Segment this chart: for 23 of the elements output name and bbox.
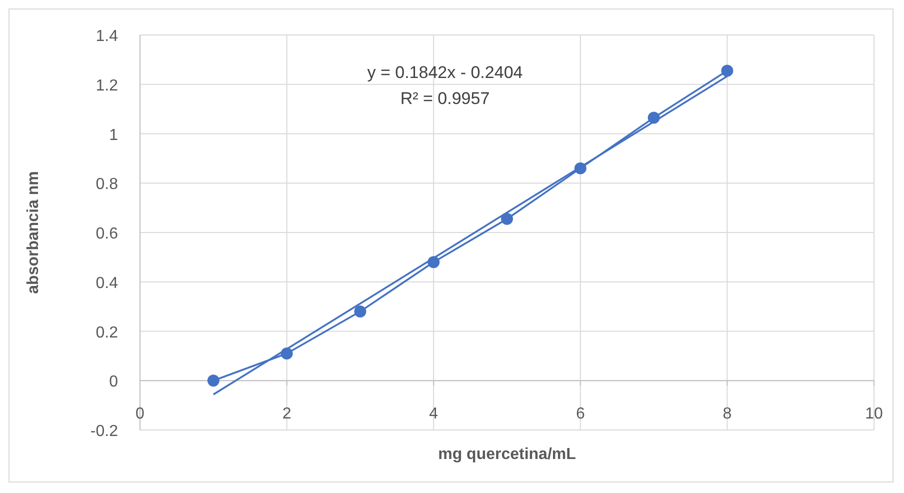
y-tick-label: 0.8: [96, 176, 118, 194]
y-axis-title: absorbancia nm: [25, 171, 42, 294]
y-tick-label: -0.2: [90, 423, 118, 440]
point: [501, 212, 513, 225]
y-tick-label: 0.4: [96, 274, 118, 292]
y-tick-label: 0.6: [96, 226, 118, 242]
annotation: y = 0.1842x - 0.2404: [367, 63, 523, 82]
y-tick-label: 0.2: [96, 324, 118, 342]
x-tick-label: 4: [429, 406, 438, 423]
x-tick-label: 10: [865, 406, 883, 423]
x-tick-label: 2: [282, 406, 292, 423]
y-tick-label: 1.2: [96, 77, 118, 94]
annotation: R² = 0.9957: [400, 89, 490, 108]
y-tick-label: 1.4: [96, 28, 118, 45]
x-tick-label: 8: [722, 406, 732, 423]
y-tick-label: 1: [109, 126, 118, 144]
point: [207, 374, 220, 387]
x-tick-label: 0: [136, 406, 145, 423]
x-axis-title: mg quercetina/mL: [438, 446, 576, 463]
x-tick-label: 6: [576, 406, 585, 423]
point: [354, 306, 366, 318]
point: [721, 64, 734, 77]
y-tick-label: 0: [109, 374, 118, 391]
